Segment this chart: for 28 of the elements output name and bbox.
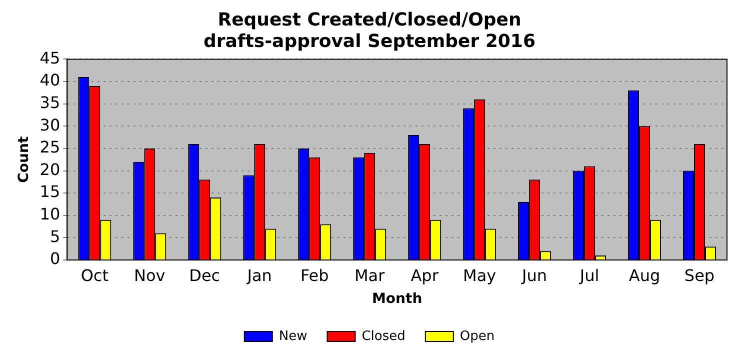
x-axis-title: Month <box>372 291 422 308</box>
x-tick-label: Jun <box>521 266 548 285</box>
y-tick-label: 45 <box>40 48 60 68</box>
x-tick-label: May <box>463 266 496 285</box>
y-axis-title: Count <box>16 136 32 183</box>
y-tick-label: 40 <box>40 70 60 90</box>
x-tick-label: Nov <box>134 266 166 285</box>
legend-label: Closed <box>362 328 406 344</box>
x-tick-label: Mar <box>354 266 386 285</box>
y-tick-label: 25 <box>40 138 60 157</box>
x-tick-label: Jul <box>578 266 600 285</box>
x-tick-label: Sep <box>684 266 715 285</box>
y-tick-label: 30 <box>40 115 60 134</box>
y-tick-label: 0 <box>50 249 60 268</box>
x-tick-label: Oct <box>80 266 108 285</box>
chart-title: Request Created/Closed/Open drafts-approval September 2016 <box>204 9 536 52</box>
y-tick-label: 20 <box>40 160 60 179</box>
x-tick-label: Apr <box>410 266 439 285</box>
y-tick-label: 10 <box>40 204 60 224</box>
x-tick-label: Dec <box>189 266 220 285</box>
y-tick-label: 35 <box>40 92 60 112</box>
x-tick-label: Aug <box>628 266 660 285</box>
x-tick-label: Jan <box>246 266 272 285</box>
y-tick-label: 5 <box>50 226 60 246</box>
legend-label: Open <box>460 328 495 344</box>
x-tick-label: Feb <box>300 266 329 285</box>
y-tick-label: 15 <box>40 182 60 202</box>
legend-label: New <box>278 328 308 344</box>
